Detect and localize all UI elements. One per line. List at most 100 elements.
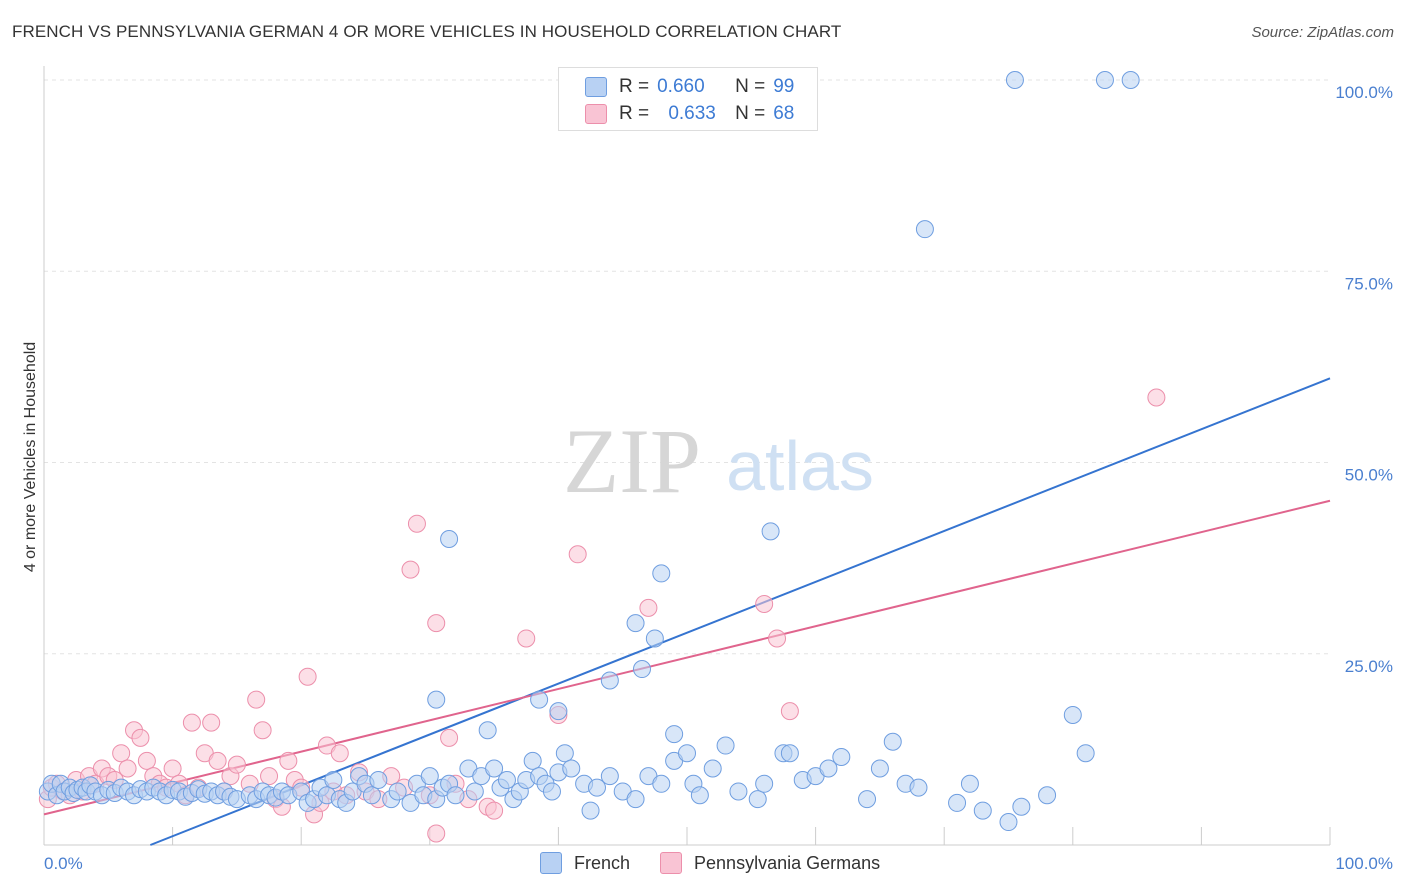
french-point	[748, 790, 767, 809]
pa-point	[568, 545, 587, 564]
french-point	[703, 759, 722, 778]
x-tick-label: 100.0%	[1335, 854, 1393, 873]
pa-point	[227, 755, 246, 774]
french-point	[973, 801, 992, 820]
stats-legend: R = 0.660 N = 99 R = 0.633 N = 68	[558, 67, 818, 131]
axes	[43, 66, 1331, 846]
legend-r-french: 0.660	[657, 76, 705, 97]
french-point	[761, 522, 780, 541]
french-point	[497, 770, 516, 789]
series-legend: French Pennsylvania Germans	[540, 852, 910, 874]
legend-n-pa: 68	[773, 103, 795, 124]
y-tick-label: 50.0%	[1345, 466, 1393, 485]
pa-point	[112, 744, 131, 763]
french-point	[645, 629, 664, 648]
french-point	[1063, 705, 1082, 724]
french-point	[652, 774, 671, 793]
pa-point	[768, 629, 787, 648]
french-point	[555, 744, 574, 763]
french-point	[665, 725, 684, 744]
french-point	[626, 790, 645, 809]
legend-item-french: French	[540, 852, 630, 874]
legend-n-label: N =	[735, 76, 766, 97]
watermark-atlas: atlas	[726, 427, 874, 505]
legend-n-label: N =	[735, 103, 766, 124]
french-point	[915, 220, 934, 239]
french-point	[832, 748, 851, 767]
french-point	[562, 759, 581, 778]
french-point	[1076, 744, 1095, 763]
french-points	[38, 71, 1140, 832]
x-tick-label: 0.0%	[44, 854, 83, 873]
pa-point	[182, 713, 201, 732]
french-point	[446, 786, 465, 805]
pa-point	[485, 801, 504, 820]
pa-point	[407, 514, 426, 533]
pa-point	[517, 629, 536, 648]
french-point	[388, 782, 407, 801]
french-point	[600, 671, 619, 690]
french-point	[427, 690, 446, 709]
french-point	[755, 774, 774, 793]
french-point	[581, 801, 600, 820]
french-point	[870, 759, 889, 778]
french-point	[478, 721, 497, 740]
french-point	[780, 744, 799, 763]
french-point	[690, 786, 709, 805]
y-tick-label: 25.0%	[1345, 657, 1393, 676]
french-point	[542, 782, 561, 801]
french-point	[632, 660, 651, 679]
pa-point	[780, 702, 799, 721]
pa-point	[260, 767, 279, 786]
french-point	[1095, 71, 1114, 89]
french-point	[1038, 786, 1057, 805]
french-point	[362, 786, 381, 805]
pa-point	[279, 751, 298, 770]
french-point	[587, 778, 606, 797]
french-point	[324, 770, 343, 789]
french-point	[909, 778, 928, 797]
french-point	[819, 759, 838, 778]
french-point	[948, 793, 967, 812]
tick-labels: 25.0% 50.0% 75.0% 100.0% 0.0% 100.0%	[44, 83, 1393, 873]
pa-point	[1147, 388, 1166, 407]
pa-point	[118, 759, 137, 778]
trend-lines	[43, 377, 1331, 846]
legend-swatch-french	[585, 77, 607, 97]
legend-swatch-pa	[660, 852, 683, 874]
french-point	[678, 744, 696, 763]
pa-point	[131, 728, 150, 747]
pa-point	[163, 759, 182, 778]
french-point	[420, 767, 439, 786]
french-point	[1005, 71, 1024, 89]
legend-swatch-french	[540, 852, 562, 874]
french-point	[549, 702, 568, 721]
french-point	[369, 770, 388, 789]
pa-point	[247, 690, 266, 709]
chart-title: FRENCH VS PENNSYLVANIA GERMAN 4 OR MORE …	[12, 22, 842, 41]
french-point	[960, 774, 979, 793]
legend-swatch-pa	[585, 104, 607, 124]
pa-point	[137, 751, 156, 770]
pa-point	[298, 667, 317, 686]
french-point	[530, 690, 549, 709]
french-point	[600, 767, 619, 786]
french-point	[729, 782, 748, 801]
pa-point	[202, 713, 221, 732]
legend-n-french: 99	[773, 76, 795, 97]
french-point	[485, 759, 504, 778]
legend-row-pa: R = 0.633 N = 68	[585, 102, 794, 126]
y-tick-label: 75.0%	[1345, 274, 1393, 293]
pa-point	[427, 824, 446, 843]
watermark: ZIP atlas	[563, 410, 874, 512]
pa-point	[427, 614, 446, 633]
french-point	[716, 736, 735, 755]
french-point	[858, 790, 877, 809]
legend-label-pa: Pennsylvania Germans	[694, 852, 881, 873]
watermark-zip: ZIP	[563, 410, 701, 512]
legend-r-label: R =	[619, 76, 650, 97]
pa-point	[440, 728, 459, 747]
pa-point	[208, 751, 227, 770]
legend-r-pa: 0.633	[668, 103, 716, 124]
